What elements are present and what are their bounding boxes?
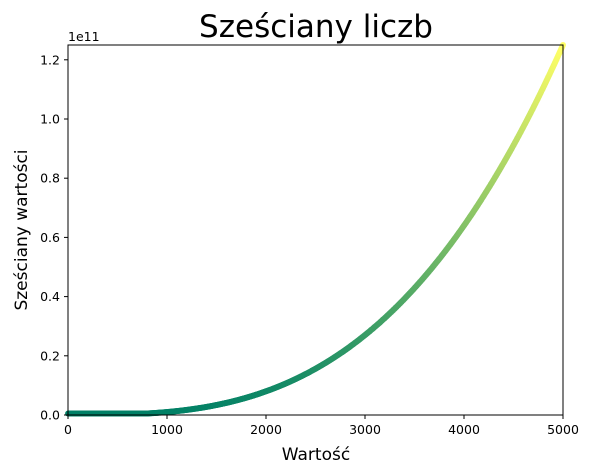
x-tick-label: 0 (64, 422, 72, 437)
y-offset-label: 1e11 (68, 29, 100, 44)
y-axis: 0.0 0.2 0.4 0.6 0.8 1.0 1.2 (40, 52, 68, 423)
x-tick-label: 2000 (250, 422, 282, 437)
x-tick-label: 3000 (349, 422, 381, 437)
chart-title: Sześciany liczb (199, 9, 433, 45)
y-tick-label: 1.0 (40, 112, 60, 127)
y-tick-label: 0.0 (40, 408, 60, 423)
x-axis-label: Wartość (282, 445, 350, 465)
x-tick-label: 1000 (151, 422, 183, 437)
y-tick-label: 0.2 (40, 348, 60, 363)
x-tick-label: 5000 (547, 422, 579, 437)
y-tick-label: 0.4 (40, 289, 60, 304)
y-tick-label: 1.2 (40, 52, 60, 67)
y-axis-label: Sześciany wartości (12, 149, 32, 310)
x-axis: 0 1000 2000 3000 4000 5000 (64, 415, 579, 437)
plot-frame (67, 44, 564, 416)
x-tick-label: 4000 (448, 422, 480, 437)
y-tick-label: 0.6 (40, 230, 60, 245)
y-tick-label: 0.8 (40, 171, 60, 186)
series-cubes (65, 42, 566, 417)
